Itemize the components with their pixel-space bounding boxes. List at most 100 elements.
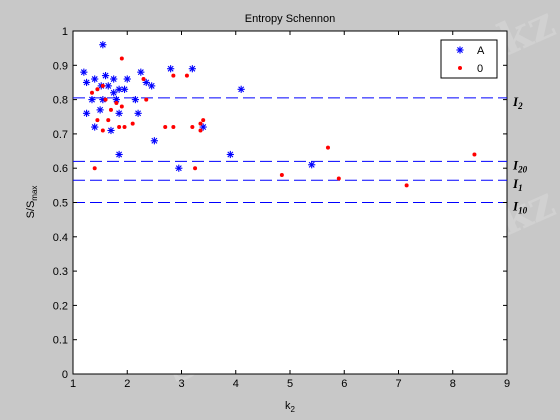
data-point-star <box>237 85 245 93</box>
data-point-dot <box>95 118 100 123</box>
data-point-dot <box>122 125 127 130</box>
data-point-star <box>150 137 158 145</box>
data-point-star <box>101 71 110 80</box>
legend-label-a: A <box>477 45 485 57</box>
y-tick-label: 0.9 <box>53 60 68 72</box>
y-tick-label: 0.8 <box>53 95 68 107</box>
legend-box <box>440 39 498 79</box>
x-tick-label: 2 <box>124 378 130 390</box>
x-tick-label: 1 <box>70 378 76 390</box>
reference-line-label: I10 <box>512 199 528 216</box>
y-tick-label: 0.5 <box>53 198 68 210</box>
y-tick-label: 0 <box>62 369 68 381</box>
data-point-star <box>82 109 91 117</box>
x-axis: 1 2 3 4 5 6 7 8 9 <box>70 31 510 390</box>
data-point-star <box>120 85 129 93</box>
data-point-dot <box>193 166 198 171</box>
data-point-dot <box>103 97 108 102</box>
data-point-star <box>134 109 142 117</box>
data-point-dot <box>184 73 189 78</box>
data-point-star <box>80 68 88 76</box>
y-tick-label: 0.7 <box>53 129 68 141</box>
data-point-dot <box>201 118 206 123</box>
data-point-star <box>137 68 145 76</box>
y-tick-label: 0.3 <box>53 266 68 278</box>
data-point-dot <box>336 176 341 181</box>
data-point-dot <box>141 77 146 82</box>
data-point-star <box>96 106 104 114</box>
data-point-dot <box>472 152 477 157</box>
data-point-dot <box>100 128 105 133</box>
data-point-dot <box>279 173 284 178</box>
legend-star <box>456 46 464 54</box>
x-axis-label: k2 <box>285 400 296 414</box>
y-tick-label: 0.1 <box>53 335 68 347</box>
data-point-dot <box>114 101 119 106</box>
y-tick-label: 0.4 <box>53 232 68 244</box>
data-point-dot <box>95 87 100 92</box>
data-point-star <box>91 123 99 131</box>
data-point-star <box>104 82 112 90</box>
data-point-dot <box>119 56 124 61</box>
data-point-star <box>188 65 196 73</box>
x-tick-label: 9 <box>504 378 510 390</box>
y-tick-label: 0.6 <box>53 163 68 175</box>
data-point-star <box>115 85 123 93</box>
data-point-star <box>88 96 96 104</box>
data-point-star <box>115 109 123 117</box>
data-point-dot <box>108 107 113 112</box>
data-point-dot <box>171 125 176 130</box>
data-point-dot <box>171 73 176 78</box>
data-point-star <box>82 78 91 87</box>
legend-marker-star <box>456 46 464 54</box>
legend-label-0: 0 <box>477 63 483 75</box>
data-point-star <box>148 82 156 90</box>
data-point-dot <box>106 118 111 123</box>
data-point-star <box>110 75 118 83</box>
data-point-dot <box>198 128 203 133</box>
x-tick-label: 4 <box>233 378 239 390</box>
data-point-dot <box>144 97 149 102</box>
y-tick-label: 0.2 <box>53 300 68 312</box>
data-point-star <box>91 75 99 83</box>
data-point-star <box>175 164 183 172</box>
data-point-star <box>308 161 316 169</box>
y-axis: 0 0.1 0.2 0.3 0.4 0.5 0.6 0.7 0.8 0.9 1 <box>53 26 507 381</box>
reference-line-label: I2 <box>512 94 523 111</box>
data-point-star <box>107 126 115 135</box>
data-point-dot <box>92 166 97 171</box>
reference-line-label: I1 <box>512 176 523 193</box>
x-tick-label: 7 <box>395 378 401 390</box>
data-point-dot <box>100 83 105 88</box>
y-tick-label: 1 <box>62 26 68 38</box>
data-point-star <box>99 41 107 49</box>
data-point-dot <box>163 125 168 130</box>
data-point-dot <box>190 125 195 130</box>
data-point-star <box>226 150 234 159</box>
chart-title: Entropy Schennon <box>245 13 336 25</box>
data-point-star <box>112 96 120 104</box>
x-tick-label: 6 <box>341 378 347 390</box>
reference-line-label: I20 <box>512 157 528 174</box>
data-point-star <box>115 150 123 159</box>
data-point-dot <box>130 121 135 126</box>
data-point-dot <box>89 90 94 95</box>
x-tick-label: 8 <box>450 378 456 390</box>
reference-line-labels: I2 I20 I1 I10 <box>512 94 528 216</box>
data-point-star <box>131 96 139 104</box>
data-point-dot <box>404 183 409 188</box>
legend-marker-dot <box>458 66 462 70</box>
data-point-star <box>167 65 175 73</box>
data-point-star <box>123 75 131 83</box>
legend: A 0 <box>440 39 498 79</box>
data-point-dot <box>117 125 122 130</box>
data-point-dot <box>119 104 124 109</box>
x-tick-label: 3 <box>178 378 184 390</box>
data-point-dot <box>198 121 203 126</box>
x-tick-label: 5 <box>287 378 293 390</box>
data-point-star <box>110 89 118 97</box>
data-marks <box>80 41 477 188</box>
data-point-dot <box>325 145 330 150</box>
y-axis-label: S/Smax <box>25 186 39 219</box>
